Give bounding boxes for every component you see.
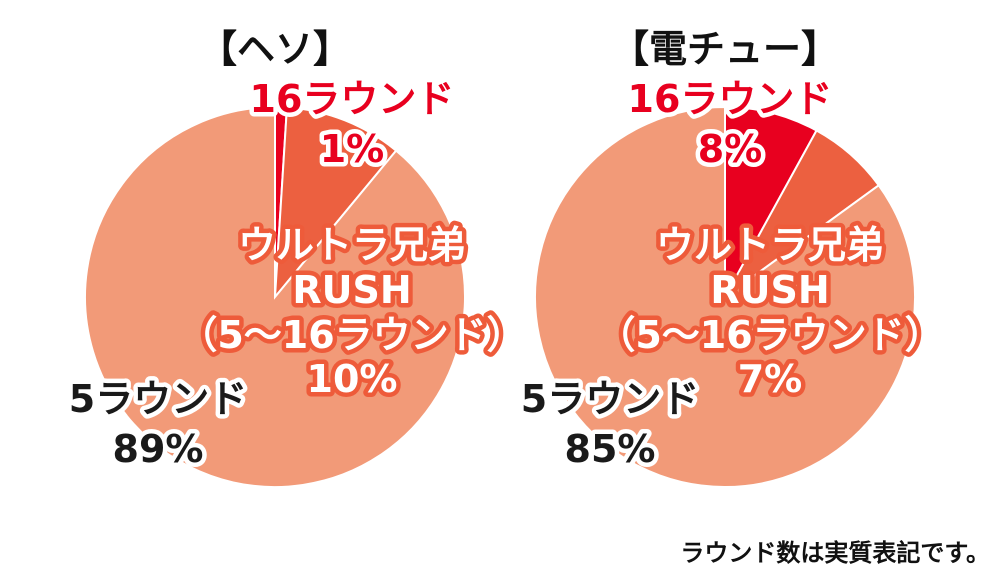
slice-label-1-2: 5ラウンド (521, 377, 699, 421)
pie-chart-denchu: 【電チュー】 16ラウンド 8% ウルトラ兄弟 RUSH （5〜16ラウンド）7% 5ラウン… (516, 27, 947, 488)
chart-title: 【電チュー】 (611, 27, 839, 71)
slice-value-label-1-1: 7% (738, 357, 803, 401)
chart-title: 【ヘソ】 (199, 27, 351, 71)
slice-value-label-1-2: 85% (565, 427, 656, 471)
slice-value-label-0-0: 1% (320, 127, 385, 171)
pie-slice-1-0 (724, 105, 818, 298)
slice-value-label-1-0: 8% (698, 127, 763, 171)
footnote: ラウンド数は実質表記です。 (680, 539, 990, 567)
slice-label-1-1: ウルトラ兄弟 RUSH （5〜16ラウンド） (597, 223, 942, 357)
slice-label-0-2: 5ラウンド (69, 377, 247, 421)
slice-label-0-0: 16ラウンド (250, 77, 455, 121)
slice-value-label-0-1: 10% (307, 357, 398, 401)
pie-slice-0-2 (84, 105, 466, 488)
pie-chart-heso: 【ヘソ】 16ラウンド 1% ウルトラ兄弟 RUSH （5〜16ラウンド）10% 5ラウンド… (64, 27, 529, 488)
slice-label-1-0: 16ラウンド (628, 77, 833, 121)
slice-value-label-0-2: 89% (113, 427, 204, 471)
pie-slice-1-2 (534, 105, 916, 488)
pie-slice-0-1 (273, 106, 398, 301)
slice-label-0-1: ウルトラ兄弟 RUSH （5〜16ラウンド） (179, 223, 524, 357)
